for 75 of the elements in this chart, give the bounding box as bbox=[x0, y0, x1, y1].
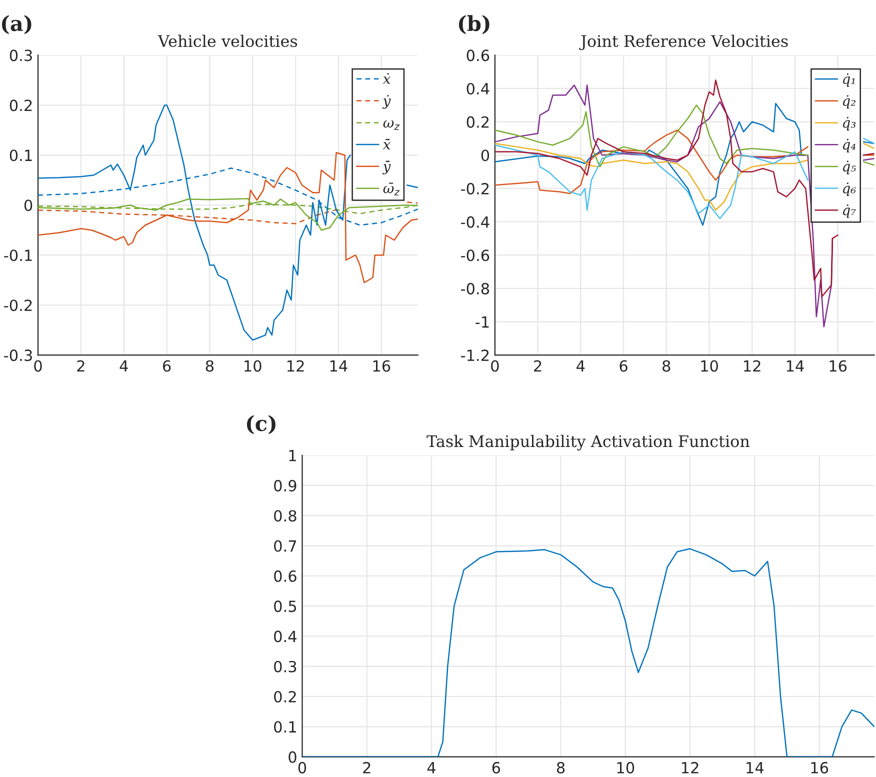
x-tick-label: 4 bbox=[576, 360, 585, 372]
y-tick-label: 0.6 bbox=[466, 50, 490, 62]
x-tick-label: 6 bbox=[620, 360, 628, 372]
legend-label: ẋ̄ bbox=[382, 138, 390, 150]
x-tick-label: 6 bbox=[492, 762, 500, 774]
x-tick-label: 8 bbox=[662, 360, 670, 372]
x-tick-label: 6 bbox=[162, 360, 171, 372]
legend-label: ω̄$_{z}$ bbox=[383, 182, 400, 196]
y-tick-label: -0.1 bbox=[4, 250, 32, 262]
x-tick-label: 16 bbox=[811, 762, 828, 774]
x-tick-label: 8 bbox=[556, 762, 565, 774]
y-tick-label: 0.4 bbox=[274, 630, 297, 642]
x-tick-label: 10 bbox=[617, 762, 634, 774]
line-series bbox=[38, 152, 418, 284]
x-tick-label: 12 bbox=[682, 762, 698, 774]
y-tick-label: 0.1 bbox=[274, 721, 296, 733]
x-tick-label: 2 bbox=[77, 360, 84, 372]
y-tick-label: 0.8 bbox=[274, 510, 296, 522]
y-tick-label: 0.4 bbox=[466, 82, 490, 95]
y-tick-label: -1.2 bbox=[461, 350, 489, 361]
x-tick-label: 14 bbox=[746, 762, 764, 774]
x-tick-label: 4 bbox=[427, 762, 436, 774]
legend-label: q̇₃ bbox=[842, 116, 856, 130]
x-tick-label: 16 bbox=[373, 360, 390, 372]
y-tick-label: 0 bbox=[24, 200, 32, 212]
x-tick-label: 2 bbox=[534, 360, 542, 372]
y-tick-label: 0.1 bbox=[10, 150, 32, 162]
x-tick-label: 0 bbox=[34, 360, 42, 372]
y-tick-label: -1 bbox=[476, 316, 489, 328]
legend-label: ω$_{z}$ bbox=[383, 120, 400, 130]
x-tick-label: 0 bbox=[298, 762, 306, 774]
legend-label: q̇₁ bbox=[842, 73, 855, 87]
legend-label: q̇₄ bbox=[842, 138, 856, 152]
text: (a) bbox=[2, 15, 32, 34]
chart-title: Joint Reference Velocities bbox=[579, 34, 788, 50]
chart-title: Vehicle velocities bbox=[158, 34, 298, 48]
x-tick-label: 10 bbox=[244, 360, 262, 372]
y-tick-label: 0.2 bbox=[10, 100, 32, 112]
x-tick-label: 12 bbox=[744, 360, 760, 372]
y-tick-label: 0.7 bbox=[274, 540, 296, 552]
x-tick-label: 16 bbox=[830, 360, 847, 372]
legend-label: ẏ bbox=[382, 95, 391, 109]
y-tick-label: 0.3 bbox=[10, 50, 32, 62]
y-tick-label: 0 bbox=[288, 751, 296, 763]
y-tick-label: 0 bbox=[481, 150, 490, 162]
y-tick-label: 0.3 bbox=[274, 660, 296, 672]
legend-label: q̇₇ bbox=[842, 204, 856, 218]
y-tick-label: -0.8 bbox=[461, 282, 490, 294]
y-tick-label: 0.6 bbox=[274, 570, 296, 582]
legend-label: ẏ̄ bbox=[382, 160, 391, 174]
legend-label: ẋ bbox=[382, 73, 390, 84]
y-tick-label: 0.5 bbox=[274, 600, 296, 612]
y-tick-label: -0.3 bbox=[4, 350, 32, 362]
y-tick-label: -0.2 bbox=[4, 300, 32, 312]
legend-label: q̇₅ bbox=[842, 160, 856, 174]
legend-label: q̇₆ bbox=[842, 182, 856, 196]
x-tick-label: 12 bbox=[287, 360, 304, 372]
y-tick-label: -0.2 bbox=[461, 182, 489, 194]
text: (b) bbox=[458, 15, 490, 34]
x-tick-label: 10 bbox=[701, 360, 718, 372]
y-tick-label: 1 bbox=[289, 450, 296, 462]
y-tick-label: -0.4 bbox=[461, 216, 490, 228]
x-tick-label: 0 bbox=[491, 360, 499, 372]
y-tick-label: -0.6 bbox=[461, 250, 490, 262]
x-tick-label: 2 bbox=[363, 762, 370, 774]
text: (c) bbox=[246, 415, 276, 434]
x-tick-label: 14 bbox=[786, 360, 804, 372]
x-tick-label: 8 bbox=[206, 360, 214, 372]
x-tick-label: 4 bbox=[120, 360, 128, 372]
x-tick-label: 14 bbox=[330, 360, 348, 372]
legend-label: q̇₂ bbox=[842, 95, 856, 109]
chart-title: Task Manipulability Activation Function bbox=[426, 434, 750, 451]
y-tick-label: 0.2 bbox=[466, 116, 489, 128]
y-tick-label: 0.2 bbox=[274, 690, 296, 703]
y-tick-label: 0.9 bbox=[274, 480, 296, 492]
